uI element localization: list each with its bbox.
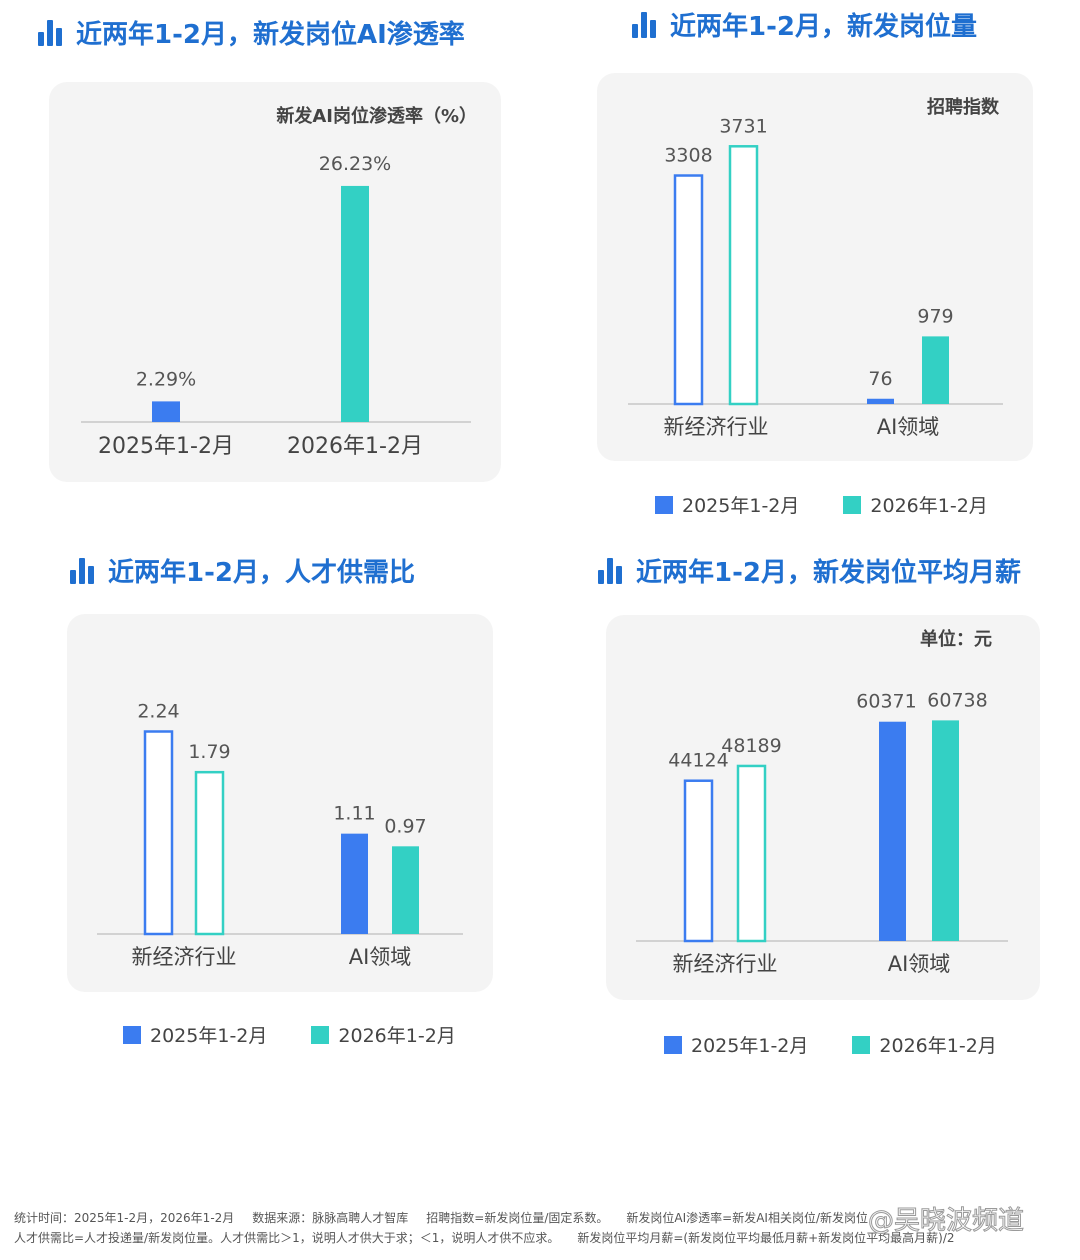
bar-2026 (922, 336, 949, 404)
data-label: 2.29% (136, 368, 196, 390)
legend-swatch (655, 495, 673, 514)
bar-chart-icon (598, 557, 622, 584)
footnote-item: 新发岗位平均月薪=(新发岗位平均最低月薪+新发岗位平均最高月薪)/2 (577, 1231, 955, 1245)
footnote-line-2: 人才供需比=人才投递量/新发岗位量。人才供需比＞1，说明人才供大于求；＜1，说明… (14, 1228, 1066, 1248)
legend-label: 2026年1-2月 (870, 495, 988, 517)
x-tick-label: 2026年1-2月 (287, 434, 423, 459)
x-tick-label: AI领域 (349, 945, 412, 969)
x-tick-label: 新经济行业 (673, 952, 778, 976)
legend-item-2026: 2026年1-2月 (843, 491, 988, 518)
legend-swatch (123, 1025, 141, 1044)
bar-2026 (932, 720, 959, 941)
chart-card: 新发AI岗位渗透率（%） 2.29% 2025年1-2月 26.23% 2026年1-… (49, 82, 501, 482)
bar-2025 (143, 730, 174, 936)
watermark-text: @吴晓波频道 (867, 1206, 1025, 1237)
legend-label: 2026年1-2月 (879, 1035, 997, 1057)
chart-title: 近两年1-2月，新发岗位量 (670, 12, 977, 42)
data-label: 1.79 (188, 741, 230, 763)
x-tick-label: 2025年1-2月 (98, 434, 234, 459)
footnote-line-1: 统计时间：2025年1-2月，2026年1-2月 数据来源：脉脉高聘人才智库 招聘指… (14, 1208, 1066, 1228)
legend-item-2026: 2026年1-2月 (311, 1021, 456, 1048)
chart-title: 近两年1-2月，新发岗位AI渗透率 (76, 20, 465, 50)
x-tick-label: 新经济行业 (132, 945, 237, 969)
bar-2026 (728, 145, 759, 406)
penetration-chart: 2.29% 2025年1-2月 26.23% 2026年1-2月 (81, 153, 471, 459)
panel-title-row: 近两年1-2月，人才供需比 (70, 552, 415, 589)
bar-2026 (736, 764, 767, 943)
bar-2025 (867, 398, 894, 404)
legend-item-2025: 2025年1-2月 (123, 1021, 267, 1048)
chart-card: 2.24 1.79 新经济行业 1.11 0.97 AI领域 (67, 614, 493, 992)
legend-swatch (664, 1035, 682, 1054)
footnotes: 统计时间：2025年1-2月，2026年1-2月 数据来源：脉脉高聘人才智库 招聘指… (14, 1208, 1066, 1248)
supply-chart: 2.24 1.79 新经济行业 1.11 0.97 AI领域 (97, 701, 463, 969)
data-label: 60371 (856, 691, 916, 713)
footnote-item: 统计时间：2025年1-2月，2026年1-2月 (14, 1211, 235, 1225)
legend-swatch (311, 1025, 330, 1044)
x-tick-label: 新经济行业 (664, 415, 769, 439)
bar-2025 (683, 779, 714, 943)
data-label: 3731 (719, 115, 767, 137)
data-label: 979 (917, 305, 953, 327)
footnote-item: 数据来源：脉脉高聘人才智库 (252, 1211, 409, 1225)
x-tick-label: AI领域 (877, 415, 940, 439)
panel-title-row: 近两年1-2月，新发岗位平均月薪 (598, 552, 1021, 589)
panel-title-row: 近两年1-2月，新发岗位量 (632, 6, 977, 43)
legend-swatch (843, 495, 862, 514)
chart-card: 单位：元 44124 48189 新经济行业 60371 60738 AI领域 (606, 615, 1040, 1000)
data-label: 3308 (664, 145, 712, 167)
chart-card: 招聘指数 3308 3731 新经济行业 76 979 AI领域 (597, 73, 1033, 461)
unit-label: 新发AI岗位渗透率（%） (276, 106, 477, 127)
data-label: 2.24 (137, 701, 179, 723)
unit-label: 招聘指数 (927, 97, 999, 118)
bar-chart-icon (38, 19, 62, 46)
footnote-item: 新发岗位AI渗透率=新发AI相关岗位/新发岗位 (626, 1211, 869, 1225)
legend-item-2025: 2025年1-2月 (664, 1031, 808, 1058)
footnote-item: 人才供需比=人才投递量/新发岗位量。人才供需比＞1，说明人才供大于求；＜1，说明… (14, 1231, 560, 1245)
chart-title: 近两年1-2月，人才供需比 (108, 558, 415, 588)
data-label: 0.97 (384, 815, 426, 837)
x-tick-label: AI领域 (888, 952, 951, 976)
data-label: 26.23% (319, 153, 391, 175)
bar-2025 (673, 174, 704, 406)
data-label: 76 (868, 368, 892, 390)
chart-legend: 2025年1-2月 2026年1-2月 (664, 1031, 1041, 1058)
bar-2025 (152, 401, 180, 422)
volume-chart: 3308 3731 新经济行业 76 979 AI领域 (628, 115, 1003, 439)
data-label: 44124 (668, 750, 728, 772)
legend-swatch (852, 1035, 871, 1054)
panel-title-row: 近两年1-2月，新发岗位AI渗透率 (38, 14, 465, 51)
bar-2026 (194, 770, 225, 936)
data-label: 60738 (927, 689, 987, 711)
legend-item-2026: 2026年1-2月 (852, 1031, 997, 1058)
unit-label: 单位：元 (920, 629, 992, 650)
data-label: 1.11 (333, 803, 375, 825)
chart-legend: 2025年1-2月 2026年1-2月 (655, 491, 1032, 518)
bar-2025 (879, 721, 906, 941)
legend-label: 2025年1-2月 (682, 495, 800, 517)
footnote-item: 招聘指数=新发岗位量/固定系数。 (426, 1211, 609, 1225)
legend-label: 2025年1-2月 (150, 1025, 268, 1047)
chart-legend: 2025年1-2月 2026年1-2月 (123, 1021, 500, 1048)
bar-2026 (341, 185, 369, 422)
bar-chart-icon (632, 11, 656, 38)
legend-item-2025: 2025年1-2月 (655, 491, 799, 518)
data-label: 48189 (721, 735, 781, 757)
bar-2025 (341, 833, 368, 934)
chart-title: 近两年1-2月，新发岗位平均月薪 (636, 558, 1021, 588)
legend-label: 2025年1-2月 (691, 1035, 809, 1057)
bar-2026 (392, 846, 419, 934)
legend-label: 2026年1-2月 (338, 1025, 456, 1047)
bar-chart-icon (70, 557, 94, 584)
